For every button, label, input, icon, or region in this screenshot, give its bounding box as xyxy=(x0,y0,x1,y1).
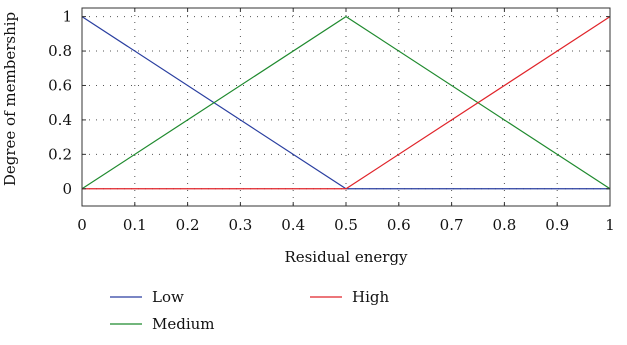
x-tick-label: 0 xyxy=(77,216,87,234)
series-line-medium xyxy=(81,15,611,190)
y-tick-label: 0.4 xyxy=(48,111,72,129)
axis-ticks xyxy=(81,8,611,206)
legend-label-low: Low xyxy=(152,288,184,306)
y-axis-title: Degree of membership xyxy=(1,12,19,186)
legend-label-medium: Medium xyxy=(152,315,215,333)
legend-label-high: High xyxy=(352,288,389,306)
y-tick-label: 0.8 xyxy=(48,42,72,60)
x-tick-label: 0.3 xyxy=(228,216,252,234)
x-tick-label: 0.4 xyxy=(281,216,305,234)
grid-lines xyxy=(82,8,610,206)
y-tick-label: 0.6 xyxy=(48,76,72,94)
x-tick-label: 0.8 xyxy=(492,216,516,234)
y-tick-labels: 0 0.2 0.4 0.6 0.8 1 xyxy=(48,8,72,198)
y-tick-label: 1 xyxy=(62,8,72,26)
x-tick-label: 0.9 xyxy=(545,216,569,234)
y-tick-label: 0 xyxy=(62,180,72,198)
x-tick-label: 0.5 xyxy=(334,216,358,234)
x-tick-label: 0.1 xyxy=(123,216,147,234)
x-axis-title: Residual energy xyxy=(284,248,408,266)
series-layer xyxy=(81,15,611,190)
x-tick-labels: 0 0.1 0.2 0.3 0.4 0.5 0.6 0.7 0.8 0.9 1 xyxy=(77,216,615,234)
x-tick-label: 0.2 xyxy=(176,216,200,234)
legend: Low Medium High xyxy=(110,288,389,333)
x-tick-label: 0.7 xyxy=(440,216,464,234)
x-tick-label: 1 xyxy=(605,216,615,234)
y-tick-label: 0.2 xyxy=(48,145,72,163)
series-line-high xyxy=(82,16,611,190)
x-tick-label: 0.6 xyxy=(387,216,411,234)
